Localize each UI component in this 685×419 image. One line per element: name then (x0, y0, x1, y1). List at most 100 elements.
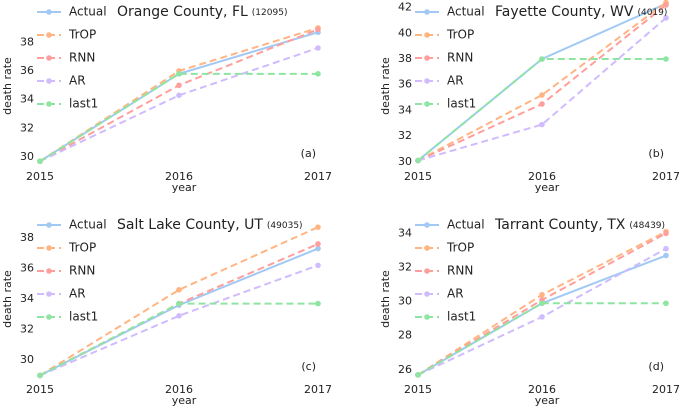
legend-label: RNN (69, 51, 95, 65)
x-axis-label: year (172, 394, 197, 407)
legend-label: RNN (69, 264, 95, 278)
legend-marker (46, 78, 52, 84)
point (539, 314, 545, 320)
title-code: (12095) (252, 8, 288, 18)
point (315, 300, 321, 307)
point (539, 92, 545, 98)
x-tick-label: 2016 (528, 383, 556, 396)
y-axis-label: death rate (1, 57, 14, 115)
point (539, 101, 545, 107)
point (539, 300, 545, 307)
point (539, 56, 545, 62)
legend-label: AR (447, 74, 464, 88)
y-tick-label: 30 (398, 155, 412, 168)
legend-marker (46, 245, 52, 251)
chart-title: Orange County, FL (12095) (117, 4, 287, 20)
point (663, 15, 669, 21)
legend-marker (46, 268, 52, 274)
point (415, 157, 421, 164)
legend-label: TrOP (68, 28, 96, 42)
legend-marker (424, 9, 430, 15)
legend-marker (424, 222, 430, 228)
y-tick-label: 34 (398, 226, 412, 239)
point (663, 300, 669, 307)
y-tick-label: 32 (398, 129, 412, 142)
legend-label: TrOP (446, 241, 474, 255)
point (176, 82, 182, 89)
x-axis-label: year (172, 181, 197, 194)
legend-label: Actual (447, 5, 485, 19)
y-tick-label: 38 (20, 35, 34, 48)
point (539, 121, 545, 128)
x-tick-label: 2016 (165, 170, 193, 183)
point (315, 71, 321, 77)
y-tick-label: 40 (398, 26, 412, 39)
y-tick-label: 36 (398, 78, 412, 91)
legend-marker (424, 78, 430, 84)
y-tick-label: 32 (20, 323, 34, 336)
y-tick-label: 34 (20, 292, 34, 305)
x-tick-label: 2017 (652, 383, 680, 396)
legend-marker (46, 55, 52, 61)
legend-marker (424, 101, 430, 107)
legend-label: TrOP (446, 28, 474, 42)
legend-marker (46, 32, 52, 38)
legend-marker (424, 268, 430, 274)
legend-marker (424, 314, 430, 320)
y-tick-label: 36 (20, 261, 34, 274)
panel-label: (a) (301, 147, 316, 160)
legend-marker (46, 291, 52, 297)
point (315, 245, 321, 252)
chart-title: Fayette County, WV (4019) (495, 4, 667, 20)
series-line (39, 226, 319, 377)
title-main: Orange County, FL (117, 4, 248, 20)
point (315, 26, 321, 33)
point (663, 56, 669, 62)
legend-marker (46, 314, 52, 320)
legend-label: AR (69, 287, 86, 301)
point (176, 71, 182, 77)
point (176, 92, 182, 99)
y-tick-label: 30 (20, 353, 34, 366)
legend-marker (46, 9, 52, 15)
legend-label: last1 (447, 310, 476, 324)
legend-marker (46, 222, 52, 228)
y-axis-label: death rate (379, 57, 392, 115)
panel-label: (d) (648, 360, 664, 373)
y-tick-label: 32 (398, 260, 412, 273)
title-main: Tarrant County, TX (494, 217, 626, 233)
x-tick-label: 2016 (528, 170, 556, 183)
point (176, 300, 182, 307)
x-tick-label: 2017 (304, 170, 332, 183)
y-tick-label: 34 (398, 103, 412, 116)
title-main: Salt Lake County, UT (117, 217, 263, 233)
y-axis-label: death rate (1, 270, 14, 328)
point (315, 45, 321, 51)
point (663, 252, 669, 259)
x-axis-label: year (535, 181, 560, 194)
y-tick-label: 32 (20, 121, 34, 134)
y-tick-label: 34 (20, 93, 34, 106)
title-code: (49035) (267, 221, 303, 231)
legend-label: Actual (69, 5, 107, 19)
legend-label: Actual (447, 218, 485, 232)
x-tick-label: 2017 (652, 170, 680, 183)
y-tick-label: 26 (398, 363, 412, 376)
y-tick-label: 38 (398, 52, 412, 65)
chart-title: Tarrant County, TX (48439) (494, 217, 665, 233)
point (37, 372, 43, 379)
point (315, 224, 321, 230)
title-code: (4019) (637, 8, 667, 18)
title-code: (48439) (629, 221, 665, 231)
x-tick-label: 2015 (26, 383, 54, 396)
legend-label: AR (69, 74, 86, 88)
x-axis-label: year (535, 394, 560, 407)
legend-marker (424, 55, 430, 61)
point (539, 291, 545, 298)
y-tick-label: 30 (20, 150, 34, 163)
x-tick-label: 2015 (404, 170, 432, 183)
point (415, 372, 421, 378)
series-line (417, 1, 667, 162)
legend-marker (424, 245, 430, 251)
